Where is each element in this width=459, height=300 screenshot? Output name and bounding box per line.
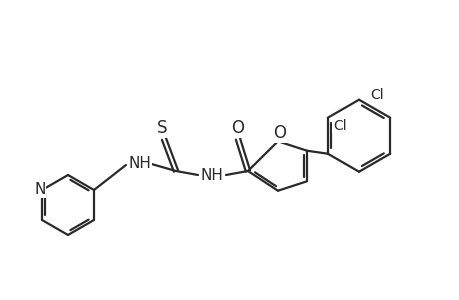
- Text: NH: NH: [128, 155, 151, 170]
- Text: NH: NH: [200, 167, 223, 182]
- Text: S: S: [157, 119, 167, 137]
- Text: Cl: Cl: [369, 88, 383, 102]
- Text: O: O: [273, 124, 286, 142]
- Text: Cl: Cl: [332, 119, 346, 133]
- Text: O: O: [231, 119, 244, 137]
- Text: N: N: [34, 182, 45, 197]
